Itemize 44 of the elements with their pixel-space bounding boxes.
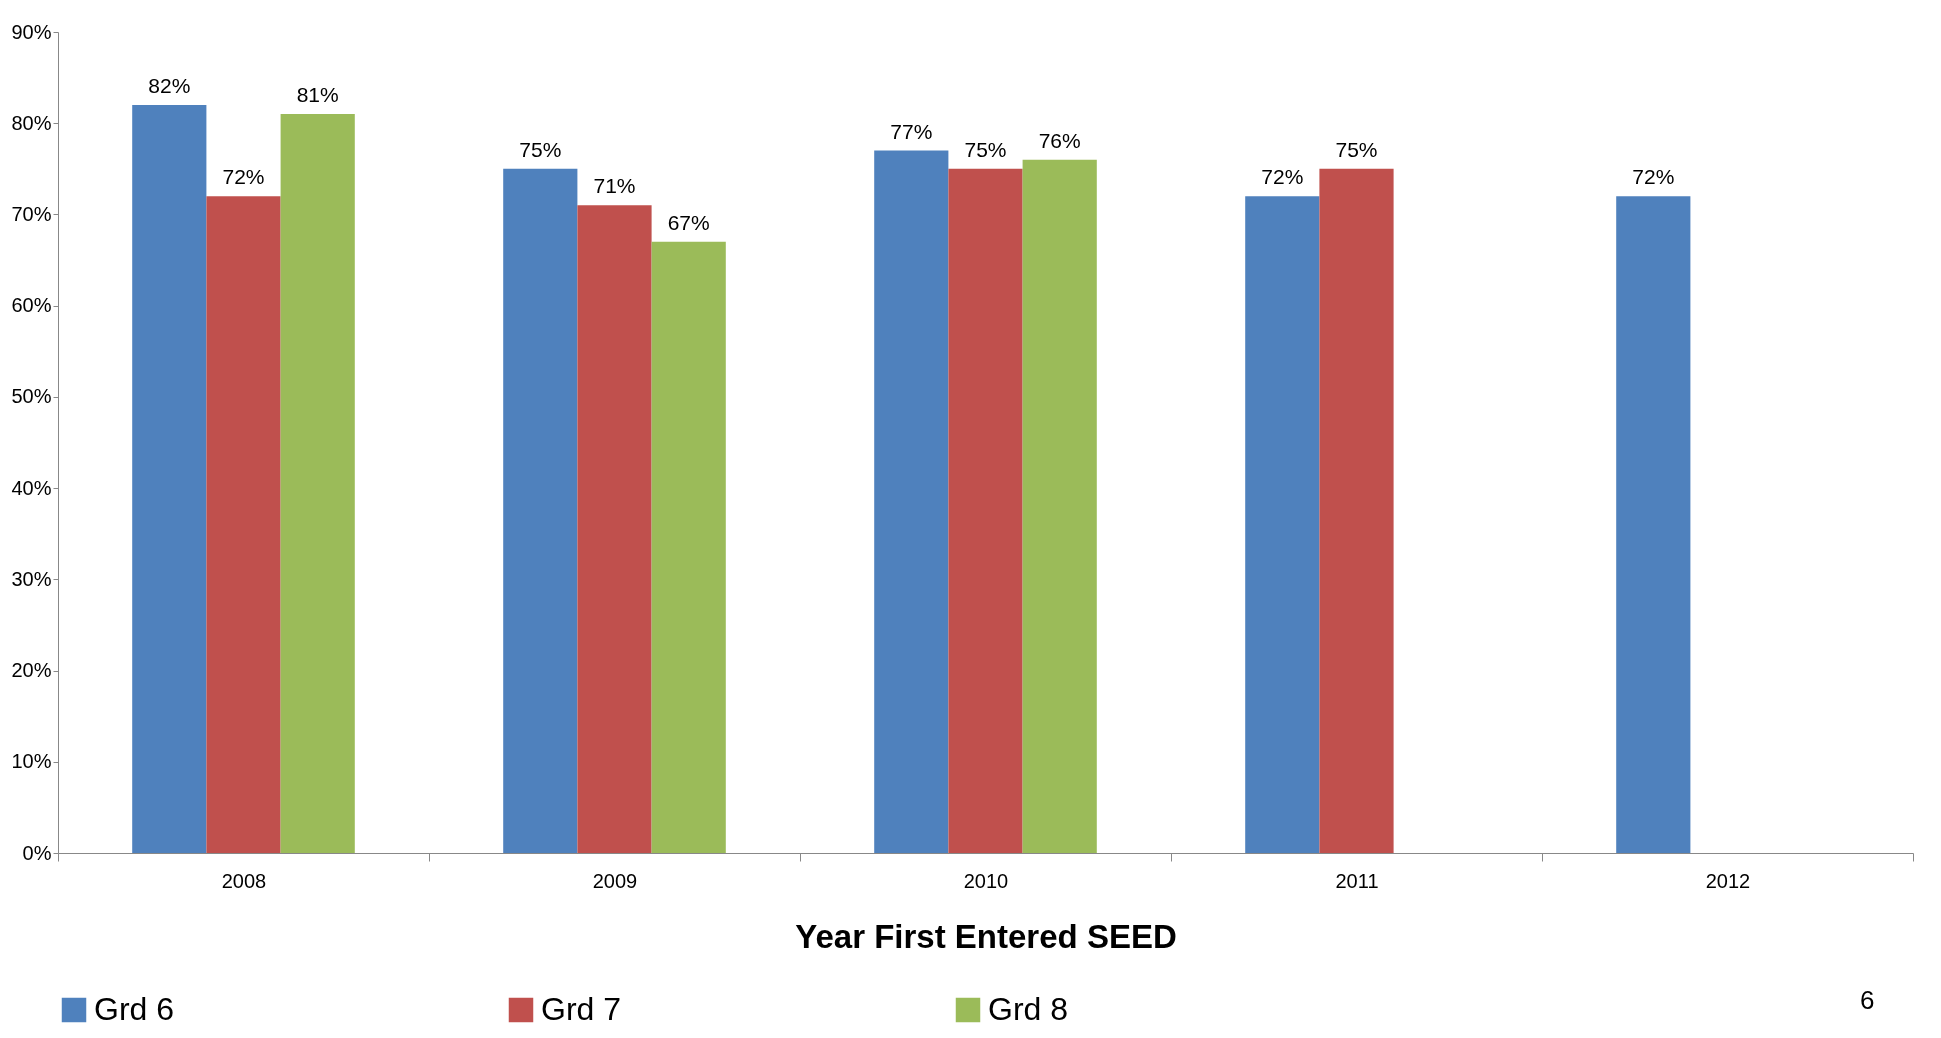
data-label: 71%	[593, 174, 636, 198]
x-axis-title: Year First Entered SEED	[795, 917, 1177, 955]
legend-label: Grd 7	[541, 991, 622, 1027]
bar	[1022, 159, 1097, 853]
y-tick-label: 50%	[11, 385, 52, 408]
y-tick-label: 10%	[11, 750, 52, 773]
data-label: 75%	[964, 137, 1007, 161]
x-tick-label: 2008	[221, 869, 267, 892]
legend-label: Grd 8	[988, 991, 1069, 1027]
legend-label: Grd 6	[94, 991, 175, 1027]
x-tick-label: 2010	[963, 869, 1009, 892]
y-tick-label: 70%	[11, 202, 52, 225]
data-label: 82%	[148, 73, 191, 97]
x-tick-label: 2011	[1335, 869, 1379, 892]
text: 6	[1860, 985, 1875, 1016]
bar	[651, 241, 726, 853]
bar	[1319, 168, 1394, 853]
y-tick-label: 80%	[11, 111, 52, 134]
data-label: 75%	[519, 137, 562, 161]
data-label: 76%	[1038, 128, 1081, 152]
data-label: 72%	[1632, 165, 1675, 189]
data-label: 77%	[890, 119, 933, 143]
y-tick-label: 0%	[22, 841, 52, 864]
data-label: 72%	[1261, 165, 1304, 189]
bar	[280, 114, 355, 853]
bar	[874, 150, 949, 853]
y-tick-label: 90%	[11, 20, 52, 43]
bar	[948, 168, 1023, 853]
bar	[206, 196, 281, 853]
bar	[577, 205, 652, 853]
bar	[503, 168, 578, 853]
data-label: 81%	[296, 83, 339, 107]
data-label: 67%	[667, 210, 710, 234]
data-label: 72%	[222, 165, 265, 189]
y-tick-label: 40%	[11, 476, 52, 499]
x-tick-label: 2012	[1705, 869, 1751, 892]
y-tick-label: 60%	[11, 294, 52, 317]
bar	[132, 104, 207, 853]
bar	[1616, 196, 1691, 853]
data-label: 75%	[1335, 137, 1378, 161]
y-tick-label: 20%	[11, 659, 52, 682]
x-tick-label: 2009	[592, 869, 638, 892]
y-tick-label: 30%	[11, 567, 52, 590]
bar	[1245, 196, 1320, 853]
